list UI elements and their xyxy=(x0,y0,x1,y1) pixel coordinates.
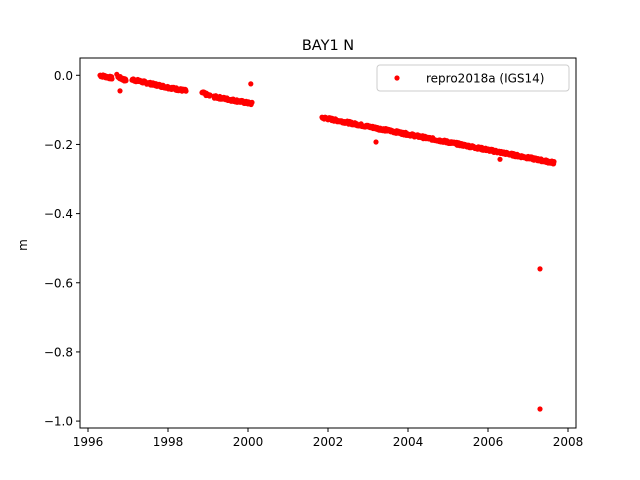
data-point xyxy=(183,88,189,94)
data-point-outlier xyxy=(117,88,123,94)
data-point xyxy=(109,76,115,82)
legend: repro2018a (IGS14) xyxy=(376,64,570,92)
data-point-outlier xyxy=(497,156,503,162)
chart-title: BAY1 N xyxy=(302,38,354,54)
x-tick-label: 2006 xyxy=(473,435,504,449)
x-tick-label: 2008 xyxy=(553,435,584,449)
y-tick-label: −0.8 xyxy=(44,345,73,359)
y-axis-label: m xyxy=(16,239,30,251)
y-tick-label: 0.0 xyxy=(54,69,73,83)
data-point xyxy=(249,99,255,105)
data-point xyxy=(551,159,557,165)
data-point-outlier xyxy=(114,71,120,77)
data-point-outlier xyxy=(248,81,254,87)
data-point xyxy=(207,92,213,98)
legend-marker xyxy=(394,75,400,81)
data-point-outlier xyxy=(373,139,379,145)
data-point xyxy=(123,78,129,84)
x-tick-label: 2002 xyxy=(313,435,344,449)
x-axis: 1996 1998 2000 2002 2004 2006 2008 xyxy=(73,428,584,449)
legend-label: repro2018a (IGS14) xyxy=(426,72,544,86)
y-axis: 0.0 −0.2 −0.4 −0.6 −0.8 −1.0 xyxy=(44,69,80,429)
data-point-outlier xyxy=(537,406,543,412)
y-tick-label: −0.4 xyxy=(44,207,73,221)
y-tick-label: −0.2 xyxy=(44,138,73,152)
y-tick-label: −1.0 xyxy=(44,415,73,429)
x-tick-label: 1996 xyxy=(73,435,104,449)
y-tick-label: −0.6 xyxy=(44,276,73,290)
legend-box xyxy=(376,64,570,92)
x-tick-label: 2004 xyxy=(393,435,424,449)
plot-frame xyxy=(79,57,577,429)
x-tick-label: 1998 xyxy=(153,435,184,449)
x-tick-label: 2000 xyxy=(233,435,264,449)
data-point-outlier xyxy=(537,266,543,272)
plot-points xyxy=(97,71,557,412)
